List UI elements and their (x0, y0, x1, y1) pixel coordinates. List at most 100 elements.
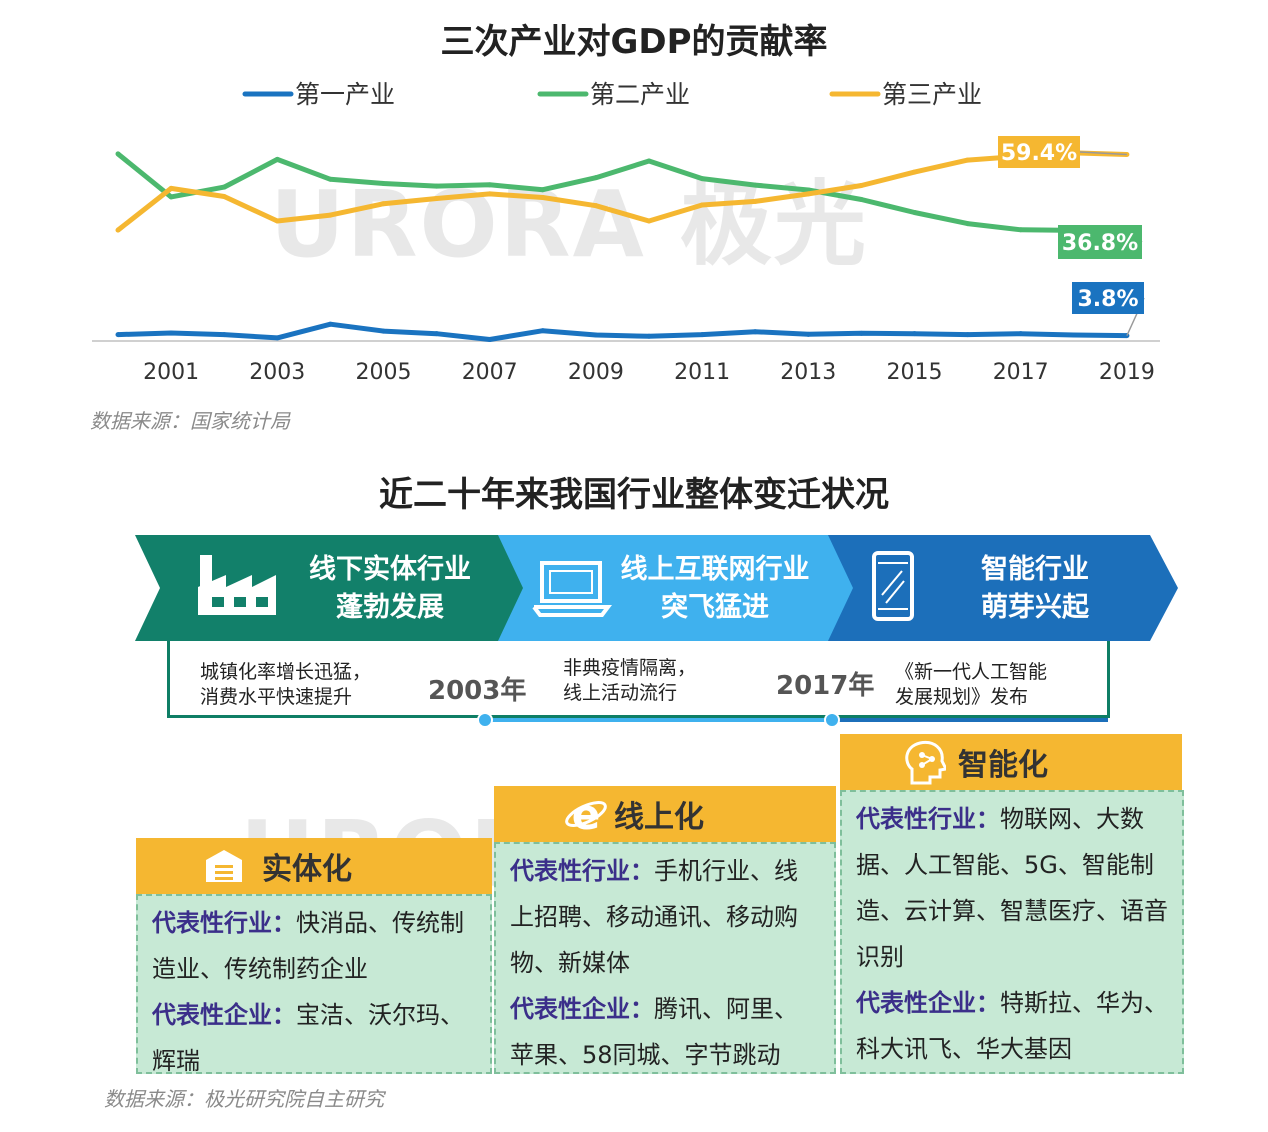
data-point (699, 176, 705, 182)
timeline-dot-2017 (824, 712, 840, 728)
timeline-year-2003: 2003年 (428, 676, 527, 706)
timeline-note-3-line1: 《新一代人工智能 (895, 661, 1048, 683)
data-point (752, 198, 758, 204)
card-smart-title: 智能化 (958, 748, 1048, 783)
card-physical-company-label: 代表性企业： (152, 1001, 296, 1029)
card-online-company: 腾讯、阿里、苹果、58同城、字节跳动 (510, 995, 798, 1069)
data-point (912, 210, 917, 216)
timeline-axis (477, 712, 1108, 728)
data-point (274, 156, 280, 162)
timeline-note-2-line1: 非典疫情隔离， (563, 657, 697, 679)
callout-box (1072, 282, 1144, 314)
chart-svg: 2001 2003 2005 2007 2009 2011 2013 2015 2017 2019… (92, 80, 1160, 385)
svg-text:e: e (572, 792, 601, 836)
data-point (115, 227, 121, 233)
data-point (965, 157, 971, 163)
data-point (752, 329, 758, 335)
stage-online-line1: 线上互联网行业 (620, 554, 810, 585)
end-value-label: 59.4% (1001, 141, 1077, 166)
data-point (593, 175, 599, 181)
data-point (381, 328, 386, 334)
data-point (540, 187, 546, 193)
stage-banner (135, 535, 1178, 641)
stage-arrow-smart (828, 535, 1178, 641)
timeline-year-2017: 2017年 (776, 671, 875, 701)
data-point (858, 330, 864, 336)
series-line-3 (116, 150, 1127, 233)
timeline-note-2: 非典疫情隔离， 线上活动流行 (563, 656, 696, 706)
card-smart-company: 特斯拉、华为、科大讯飞、华大基因 (856, 989, 1168, 1063)
data-point (274, 335, 280, 341)
series-line-1 (117, 321, 1127, 342)
stage-online-line2: 突飞猛进 (661, 592, 769, 623)
card-online-industry-label: 代表性行业： (510, 857, 654, 885)
card-smart-industry-label: 代表性行业： (856, 805, 1000, 833)
data-point (327, 212, 333, 218)
callout-box (1058, 225, 1142, 259)
data-point (593, 203, 599, 209)
data-point (858, 196, 864, 202)
card-online-header: e 线上化 (494, 786, 836, 842)
data-point (221, 332, 227, 338)
card-physical-industry: 快消品、传统制造业、传统制药企业 (152, 909, 464, 983)
card-physical-body: 代表性行业：快消品、传统制造业、传统制药企业 代表性企业：宝洁、沃尔玛、辉瑞 (136, 894, 492, 1075)
legend-label: 第二产业 (590, 80, 690, 109)
card-physical-title: 实体化 (262, 852, 352, 887)
data-point (699, 332, 705, 338)
data-point (912, 169, 917, 175)
series-line-2 (116, 151, 1128, 233)
x-tick-label: 2007 (462, 360, 518, 385)
timeline-note-1-line2: 消费水平快速提升 (200, 686, 353, 708)
x-tick-label: 2005 (356, 360, 412, 385)
data-point (646, 333, 652, 339)
bottom-source: 数据来源：极光研究院自主研究 (104, 1087, 384, 1111)
data-point (221, 184, 227, 190)
x-tick-label: 2019 (1099, 360, 1155, 385)
x-tick-label: 2003 (249, 360, 305, 385)
data-point (168, 185, 174, 191)
section-title: 近二十年来我国行业整体变迁状况 (379, 475, 889, 515)
stage-smart-label: 智能行业 萌芽兴起 (950, 551, 1120, 627)
data-point (381, 181, 386, 187)
card-physical-industry-label: 代表性行业： (152, 909, 296, 937)
ai-head-icon (905, 740, 946, 785)
data-point (965, 221, 971, 227)
data-point (1071, 332, 1077, 338)
stage-offline-label: 线下实体行业 蓬勃发展 (290, 551, 490, 627)
card-smart-company-label: 代表性企业： (856, 989, 1000, 1017)
stage-smart-line1: 智能行业 (981, 554, 1089, 585)
timeline-note-2-line2: 线上活动流行 (563, 682, 678, 704)
line-chart: 2001 2003 2005 2007 2009 2011 2013 2015 2017 2019… (0, 0, 1268, 400)
card-online-title: 线上化 (614, 800, 704, 835)
card-online-body: 代表性行业：手机行业、线上招聘、移动通讯、移动购物、新媒体 代表性企业：腾讯、阿… (494, 842, 836, 1074)
timeline-note-3-line2: 发展规划》发布 (895, 686, 1029, 708)
stage-smart-line2: 萌芽兴起 (981, 592, 1089, 623)
stage-offline-line1: 线下实体行业 (309, 554, 471, 585)
data-point (752, 182, 758, 188)
data-point (487, 182, 493, 188)
callout-box (998, 136, 1080, 168)
data-point (115, 151, 121, 157)
internet-explorer-icon: e (565, 792, 607, 836)
data-point (593, 332, 599, 338)
data-point (858, 182, 864, 188)
data-point (168, 330, 174, 336)
x-tick-label: 2009 (568, 360, 624, 385)
data-point (381, 201, 386, 207)
data-point (168, 194, 174, 200)
watermark-top: URORA 极光 (270, 171, 868, 278)
card-physical-company: 宝洁、沃尔玛、辉瑞 (152, 1001, 464, 1075)
data-point (487, 191, 493, 197)
data-point (646, 218, 652, 224)
data-point (434, 331, 440, 337)
x-tick-label: 2013 (780, 360, 836, 385)
data-point (540, 195, 546, 201)
factory-icon (198, 555, 276, 615)
data-point (805, 331, 811, 337)
card-smart-industry: 物联网、大数据、人工智能、5G、智能制造、云计算、智慧医疗、语音识别 (856, 805, 1168, 971)
end-value-label: 3.8% (1077, 287, 1138, 312)
data-point (646, 158, 652, 164)
x-tick-label: 2001 (143, 360, 199, 385)
laptop-icon (532, 561, 612, 617)
end-value-label: 36.8% (1062, 231, 1138, 256)
